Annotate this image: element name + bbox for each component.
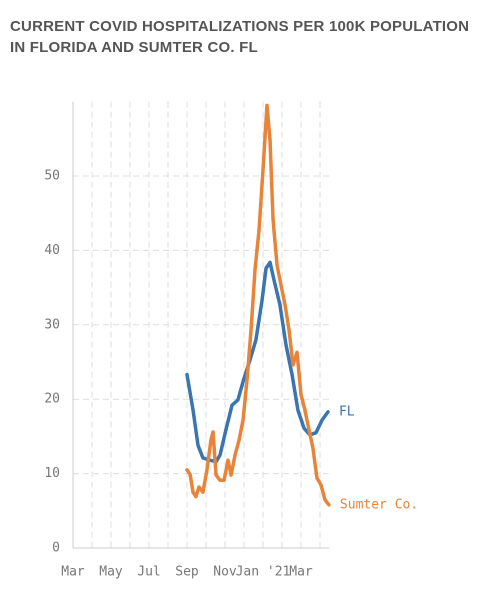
x-tick-label: Sep — [175, 565, 199, 580]
x-tick-label: May — [99, 565, 123, 580]
y-tick-label: 50 — [44, 169, 60, 184]
x-tick-label: Mar — [61, 565, 85, 580]
series-line — [185, 103, 331, 507]
x-tick-label: Jul — [137, 565, 160, 580]
y-tick-label: 10 — [44, 466, 60, 481]
series-label: Sumter Co. — [340, 497, 418, 512]
chart-title: CURRENT COVID HOSPITALIZATIONS PER 100K … — [10, 18, 469, 35]
y-tick-label: 20 — [44, 392, 60, 407]
y-tick-label: 30 — [44, 317, 60, 332]
x-tick-label: Nov — [213, 565, 237, 580]
y-tick-label: 0 — [52, 541, 60, 556]
chart-subtitle: IN FLORIDA AND SUMTER CO. FL — [10, 39, 258, 56]
series-label: FL — [339, 404, 355, 419]
x-tick-label: Mar — [289, 565, 313, 580]
series-line — [185, 260, 330, 464]
x-tick-label: Jan '21 — [236, 565, 291, 580]
y-tick-label: 40 — [44, 243, 60, 258]
